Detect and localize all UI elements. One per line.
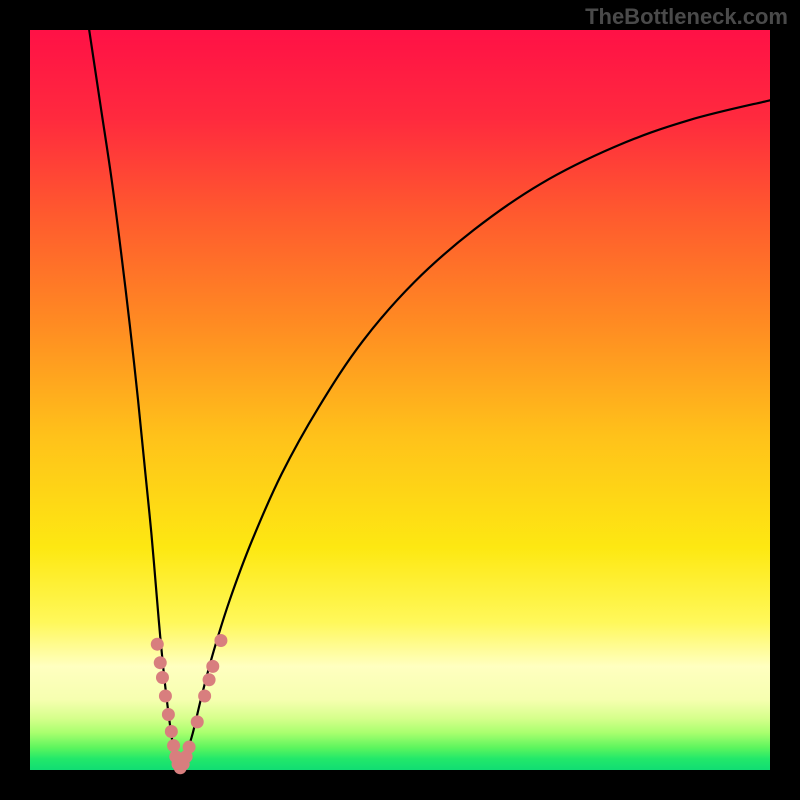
bottleneck-chart — [0, 0, 800, 800]
data-marker — [151, 638, 164, 651]
data-marker — [203, 673, 216, 686]
data-marker — [154, 656, 167, 669]
chart-background — [30, 30, 770, 770]
data-marker — [159, 690, 172, 703]
data-marker — [214, 634, 227, 647]
data-marker — [165, 725, 178, 738]
data-marker — [167, 739, 180, 752]
data-marker — [183, 741, 196, 754]
data-marker — [162, 708, 175, 721]
data-marker — [156, 671, 169, 684]
chart-stage: TheBottleneck.com — [0, 0, 800, 800]
data-marker — [198, 690, 211, 703]
data-marker — [206, 660, 219, 673]
watermark-text: TheBottleneck.com — [585, 4, 788, 30]
data-marker — [191, 715, 204, 728]
